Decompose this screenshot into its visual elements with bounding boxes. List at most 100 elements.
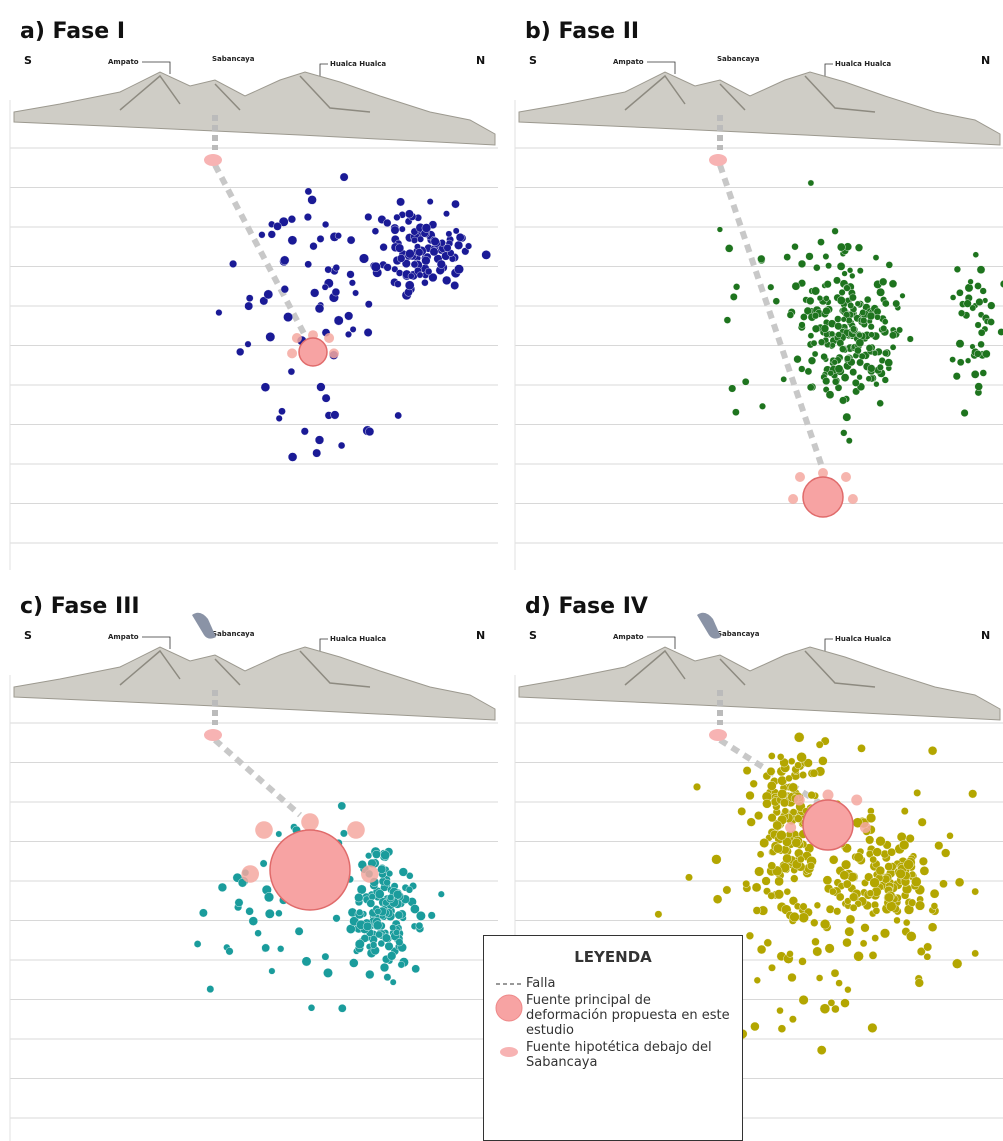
earthquake bbox=[338, 442, 345, 449]
earthquake bbox=[387, 952, 396, 961]
earthquake bbox=[930, 889, 939, 898]
earthquake bbox=[846, 438, 852, 444]
earthquake bbox=[442, 276, 451, 285]
earthquake bbox=[283, 312, 292, 321]
earthquake bbox=[777, 1007, 784, 1014]
earthquake bbox=[226, 948, 234, 956]
legend-title: LEYENDA bbox=[484, 948, 742, 966]
earthquake bbox=[344, 312, 353, 321]
earthquake bbox=[870, 856, 877, 863]
earthquake bbox=[956, 340, 964, 348]
earthquake bbox=[924, 953, 931, 960]
peak-marker bbox=[647, 637, 675, 649]
earthquake bbox=[781, 376, 787, 382]
earthquake bbox=[288, 236, 297, 245]
peak-marker bbox=[320, 639, 328, 651]
earthquake bbox=[954, 266, 961, 273]
earthquake bbox=[365, 301, 372, 308]
earthquake bbox=[831, 969, 839, 977]
earthquake bbox=[305, 188, 312, 195]
earthquake bbox=[743, 880, 750, 887]
earthquake bbox=[412, 965, 420, 973]
earthquake bbox=[808, 180, 814, 186]
earthquake bbox=[832, 228, 839, 235]
earthquake bbox=[860, 317, 867, 324]
deformation-arrow bbox=[795, 472, 805, 482]
earthquake bbox=[768, 964, 775, 971]
earthquake bbox=[873, 848, 882, 857]
south-label: S bbox=[24, 54, 32, 67]
earthquake bbox=[836, 980, 843, 987]
earthquake bbox=[889, 332, 896, 339]
peak-label: Ampato bbox=[108, 633, 139, 641]
earthquake bbox=[900, 293, 906, 299]
earthquake bbox=[269, 968, 276, 975]
earthquake bbox=[828, 999, 835, 1006]
earthquake bbox=[767, 781, 776, 790]
earthquake bbox=[417, 272, 423, 278]
earthquake bbox=[958, 310, 965, 317]
earthquake bbox=[370, 942, 377, 949]
earthquake bbox=[799, 322, 806, 329]
earthquake bbox=[928, 923, 937, 932]
earthquake bbox=[844, 355, 851, 362]
earthquake bbox=[773, 821, 782, 830]
earthquake bbox=[199, 909, 207, 917]
earthquake bbox=[817, 239, 824, 246]
earthquake bbox=[837, 262, 845, 270]
peak-label: Hualca Hualca bbox=[330, 60, 386, 68]
earthquake bbox=[438, 891, 445, 898]
earthquake bbox=[889, 280, 897, 288]
earthquake bbox=[365, 852, 372, 859]
earthquake bbox=[850, 368, 857, 375]
deformation-arrow bbox=[851, 795, 862, 806]
earthquake bbox=[415, 248, 423, 256]
earthquake bbox=[823, 876, 832, 885]
north-label: N bbox=[476, 54, 485, 67]
earthquake bbox=[394, 214, 401, 221]
earthquake bbox=[982, 350, 990, 358]
deformation-arrow bbox=[324, 333, 334, 343]
earthquake bbox=[454, 241, 463, 250]
earthquake bbox=[789, 1016, 796, 1023]
earthquake bbox=[810, 769, 818, 777]
earthquake bbox=[901, 807, 908, 814]
legend-item: Fuente hipotética debajo del Sabancaya bbox=[492, 1040, 734, 1070]
earthquake bbox=[655, 911, 662, 918]
main-source bbox=[270, 830, 350, 910]
earthquake bbox=[372, 228, 379, 235]
earthquake bbox=[264, 892, 274, 902]
peak-marker bbox=[825, 639, 833, 651]
peak-marker bbox=[142, 637, 170, 649]
earthquake bbox=[218, 883, 227, 892]
earthquake bbox=[823, 307, 831, 315]
earthquake bbox=[305, 261, 312, 268]
earthquake bbox=[302, 957, 311, 966]
earthquake bbox=[821, 353, 828, 360]
earthquake bbox=[334, 316, 343, 325]
deformation-arrow bbox=[347, 821, 365, 839]
earthquake bbox=[754, 811, 763, 820]
earthquake bbox=[872, 935, 879, 942]
earthquake bbox=[787, 950, 794, 957]
earthquake bbox=[800, 313, 807, 320]
deformation-arrow bbox=[241, 865, 259, 883]
earthquake bbox=[876, 866, 885, 875]
earthquake bbox=[335, 232, 342, 239]
legend: LEYENDA Falla Fuente principal de deform… bbox=[483, 935, 743, 1141]
earthquake bbox=[794, 732, 804, 742]
earthquake bbox=[842, 271, 848, 277]
earthquake bbox=[394, 281, 401, 288]
earthquake bbox=[768, 862, 776, 870]
earthquake bbox=[411, 237, 418, 244]
earthquake bbox=[369, 893, 376, 900]
earthquake bbox=[968, 279, 974, 285]
earthquake bbox=[818, 756, 827, 765]
earthquake bbox=[273, 222, 281, 230]
earthquake bbox=[730, 293, 737, 300]
earthquake bbox=[390, 979, 396, 985]
earthquake bbox=[965, 358, 971, 364]
earthquake bbox=[799, 957, 807, 965]
earthquake bbox=[848, 302, 854, 308]
deformation-arrow bbox=[823, 790, 834, 801]
